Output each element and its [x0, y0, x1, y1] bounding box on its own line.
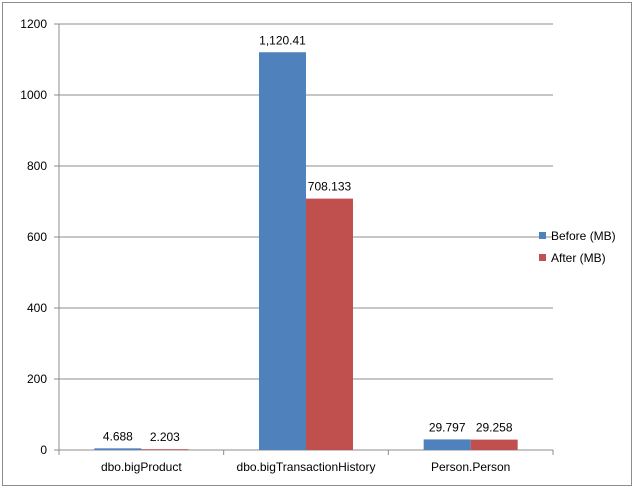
x-tick-label: dbo.bigProduct — [101, 460, 182, 474]
data-label: 2.203 — [150, 430, 180, 444]
bar-before — [94, 448, 142, 450]
y-tick-label: 600 — [27, 230, 47, 244]
data-label: 4.688 — [103, 429, 133, 443]
y-tick-label: 800 — [27, 159, 47, 173]
bar-after — [470, 439, 518, 450]
x-tick-label: dbo.bigTransactionHistory — [237, 460, 376, 474]
data-label: 29.797 — [429, 420, 466, 434]
bar-after — [306, 198, 353, 450]
bar-after — [141, 449, 189, 450]
bar-before — [423, 439, 471, 450]
legend-label: Before (MB) — [551, 229, 616, 243]
bar-before — [259, 52, 306, 450]
data-label: 1,120.41 — [259, 33, 306, 47]
legend-swatch — [539, 254, 546, 261]
legend: Before (MB) After (MB) — [539, 229, 616, 265]
y-tick-label: 0 — [40, 443, 47, 457]
y-tick-label: 1000 — [20, 88, 47, 102]
x-axis: dbo.bigProduct dbo.bigTransactionHistory P… — [58, 449, 554, 474]
y-tick-label: 200 — [27, 372, 47, 386]
data-labels: 4.688 2.203 1,120.41 708.133 29.797 29.258 — [103, 33, 513, 444]
x-tick-label: Person.Person — [431, 460, 510, 474]
y-tick-label: 1200 — [20, 17, 47, 31]
data-label: 708.133 — [308, 180, 352, 194]
legend-label: After (MB) — [551, 251, 606, 265]
data-label: 29.258 — [476, 421, 513, 435]
y-tick-label: 400 — [27, 301, 47, 315]
legend-swatch — [539, 232, 546, 239]
y-axis: 0 200 400 600 800 1000 1200 — [20, 17, 60, 457]
bars — [94, 52, 518, 450]
